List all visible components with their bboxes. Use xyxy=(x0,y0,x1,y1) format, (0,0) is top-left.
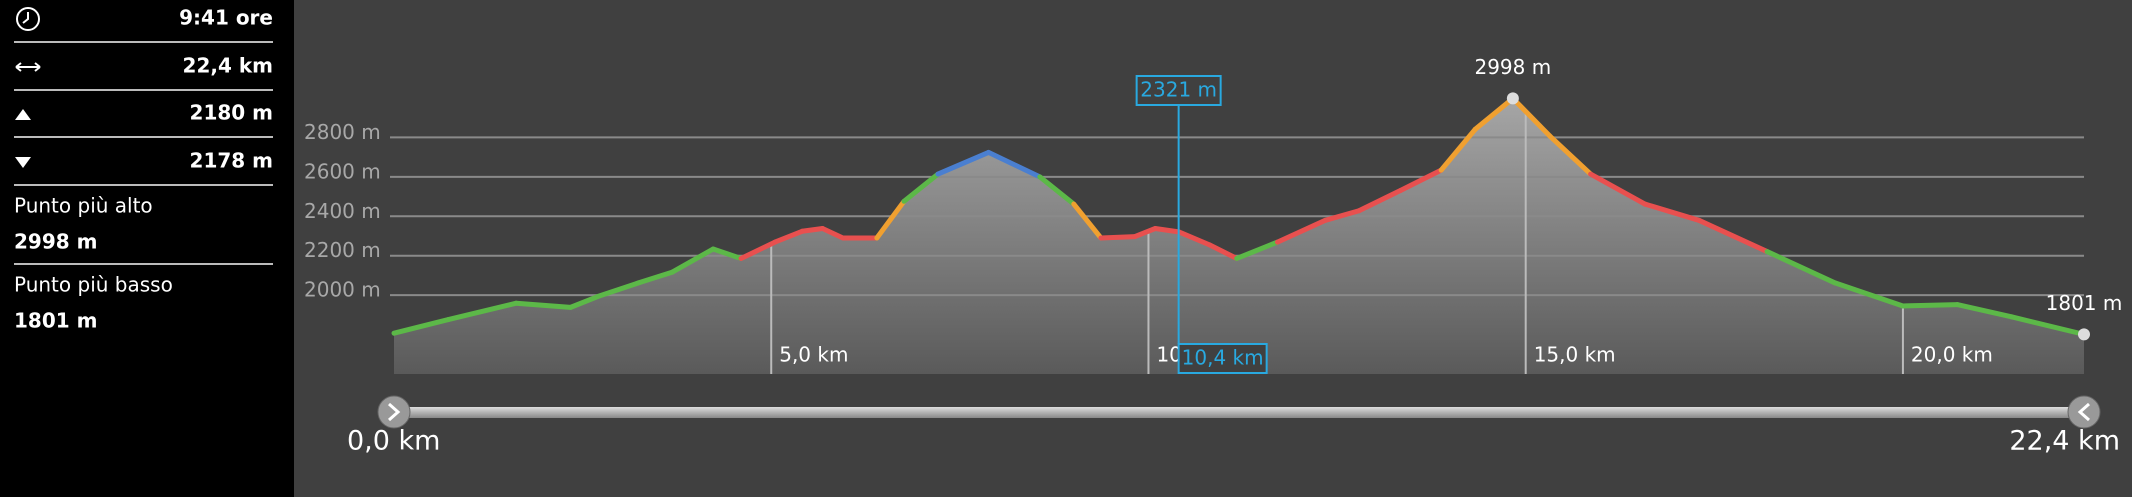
annotation-label: 2998 m xyxy=(1474,55,1551,79)
descent: 2178 m xyxy=(190,149,273,173)
elevation-segment xyxy=(1356,187,1403,214)
elevation-segment xyxy=(772,228,805,245)
elevation-segment xyxy=(1274,217,1328,245)
elevation-segment xyxy=(513,300,574,310)
y-tick-label: 2800 m xyxy=(304,120,381,144)
elevation-segment xyxy=(1071,201,1104,241)
slider-end: 22,4 km xyxy=(2009,426,2120,457)
ascent-icon xyxy=(15,109,31,120)
slider-handle-right[interactable] xyxy=(2067,395,2101,429)
elevation-segment xyxy=(1954,302,2015,320)
lowest-value: 1801 m xyxy=(14,309,97,333)
elevation-segment xyxy=(1588,171,1648,207)
elevation-segment xyxy=(1472,95,1516,132)
highest-value: 2998 m xyxy=(14,230,97,254)
handle-arrow xyxy=(388,402,401,422)
descent-icon xyxy=(15,157,31,168)
slider-handle-left[interactable] xyxy=(377,395,411,429)
elevation-segment xyxy=(635,269,675,286)
y-tick-label: 2600 m xyxy=(304,159,381,183)
sidebar-icons xyxy=(15,7,41,72)
y-tick-label: 2400 m xyxy=(304,199,381,223)
elevation-segment xyxy=(568,294,601,310)
duration: 9:41 ore xyxy=(179,6,273,30)
cursor-x-box xyxy=(1177,343,1268,374)
elevation-segment xyxy=(1176,229,1213,248)
elevation-area xyxy=(394,98,2084,374)
distance: 22,4 km xyxy=(183,54,273,78)
elevation-segment xyxy=(1510,95,1553,139)
annotation-marker xyxy=(1506,92,1519,105)
annotation-label: 1801 m xyxy=(2046,291,2123,315)
elevation-segment xyxy=(820,226,846,241)
elevation-segment xyxy=(2009,314,2087,337)
annotation-marker xyxy=(2078,328,2090,341)
range-slider[interactable] xyxy=(394,407,2084,418)
elevation-segment xyxy=(1642,201,1702,223)
elevation-segment xyxy=(595,280,641,300)
elevation-segment xyxy=(1900,302,1960,309)
cursor-value-box xyxy=(1135,75,1222,106)
elevation-segment xyxy=(1696,217,1770,255)
elevation-segment xyxy=(901,171,941,204)
elevation-segment xyxy=(710,246,744,261)
elevation-segment xyxy=(1037,174,1077,207)
elevation-segment xyxy=(1098,234,1138,241)
elevation-segment xyxy=(986,149,1043,180)
sidebar xyxy=(0,0,294,497)
elevation-segment xyxy=(391,317,451,336)
elevation-segment xyxy=(1832,280,1906,309)
slider-start: 0,0 km xyxy=(347,426,440,457)
ascent: 2180 m xyxy=(190,101,273,125)
elevation-segment xyxy=(738,239,778,261)
x-tick-label: 15,0 km xyxy=(1534,343,1616,367)
elevation-segment xyxy=(1438,126,1478,173)
elevation-segment xyxy=(445,300,519,323)
x-tick-label: 20,0 km xyxy=(1911,343,1993,367)
highest-label: Punto più alto xyxy=(14,194,153,218)
elevation-segment xyxy=(874,198,907,241)
elevation-segment xyxy=(1547,133,1594,177)
y-tick-label: 2000 m xyxy=(304,278,381,302)
elevation-segment xyxy=(1397,167,1444,193)
elevation-segment xyxy=(799,226,826,234)
y-tick-label: 2200 m xyxy=(304,238,381,262)
elevation-segment xyxy=(1234,239,1280,261)
elevation-segment xyxy=(1764,249,1838,286)
lowest-label: Punto più basso xyxy=(14,273,173,297)
handle-arrow xyxy=(2077,402,2090,422)
elevation-segment xyxy=(1132,226,1158,240)
elevation-segment xyxy=(1207,242,1240,261)
cursor-value-label: 2321 m xyxy=(1140,78,1217,102)
x-tick-label: 5,0 km xyxy=(779,343,848,367)
elevation-segment xyxy=(1152,226,1182,235)
elevation-segment xyxy=(935,149,992,177)
elevation-segment xyxy=(669,246,716,275)
cursor-x-label: 10,4 km xyxy=(1182,346,1264,370)
elevation-segment xyxy=(1322,208,1362,223)
